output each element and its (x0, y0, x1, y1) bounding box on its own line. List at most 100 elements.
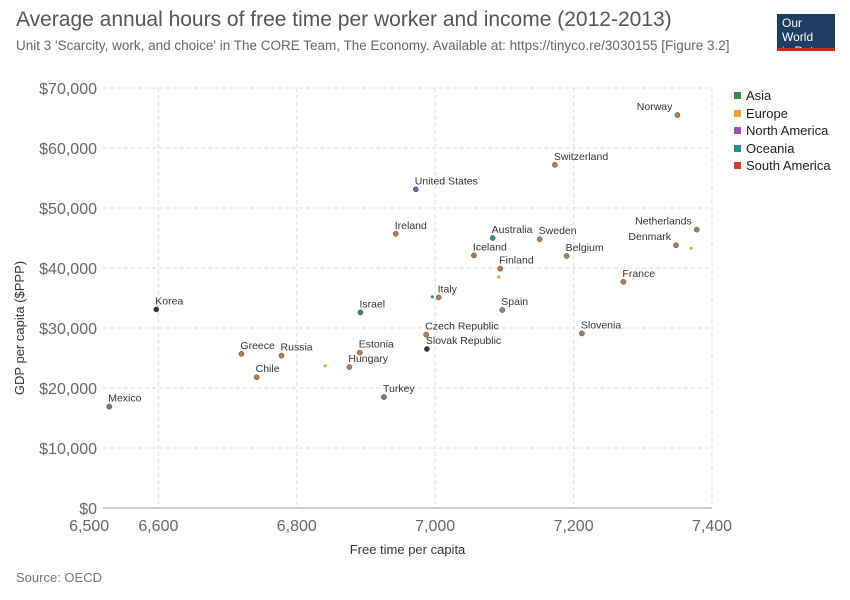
data-points: Norway Switzerland United States Netherland… (106, 101, 700, 410)
chart-subtitle: Unit 3 'Scarcity, work, and choice' in T… (16, 38, 730, 53)
y-tick-label: $40,000 (39, 261, 97, 278)
point-label: United States (415, 175, 478, 187)
legend-item[interactable]: South America (734, 157, 831, 175)
data-point[interactable] (563, 253, 570, 259)
legend: Asia Europe North America Oceania South Amer… (734, 87, 831, 175)
minor-data-point (323, 364, 327, 368)
y-tick-label: $70,000 (39, 81, 97, 98)
data-point[interactable] (423, 331, 430, 338)
data-point[interactable] (381, 394, 387, 400)
data-point[interactable] (238, 350, 245, 357)
x-tick-label: 7,200 (554, 518, 594, 535)
minor-data-point (497, 275, 501, 279)
data-point[interactable] (153, 306, 160, 313)
point-label: Sweden (539, 225, 577, 237)
source-note: Source: OECD (16, 570, 102, 585)
point-label: Estonia (359, 339, 394, 351)
x-tick-label: 7,400 (692, 518, 732, 535)
minor-data-point (430, 295, 435, 299)
chart-title: Average annual hours of free time per wo… (16, 8, 672, 31)
y-tick-label: $10,000 (39, 441, 97, 458)
point-label: Korea (155, 295, 183, 307)
legend-label: Europe (746, 105, 788, 121)
data-point[interactable] (471, 252, 477, 259)
point-label: Turkey (383, 383, 415, 395)
legend-item[interactable]: Europe (734, 105, 831, 123)
point-label: Netherlands (635, 216, 692, 228)
logo-line-2: in Data (782, 44, 821, 58)
y-tick-label: $20,000 (39, 381, 97, 398)
data-point[interactable] (106, 403, 113, 410)
point-label: Mexico (108, 393, 141, 405)
owid-logo[interactable]: Our World in Data (777, 14, 835, 58)
point-label: Italy (438, 283, 458, 295)
data-point[interactable] (253, 374, 260, 381)
data-point[interactable] (356, 349, 363, 356)
point-label: Finland (499, 255, 534, 267)
x-tick-label: 6,500 (69, 518, 109, 535)
point-label: Australia (492, 224, 533, 236)
point-label: Spain (501, 296, 528, 308)
legend-swatch (734, 144, 741, 152)
point-label: Belgium (566, 242, 604, 254)
x-axis-ticks: 6,500 6,600 6,800 7,000 7,200 7,400 (69, 518, 732, 535)
data-point[interactable] (278, 352, 285, 359)
data-point[interactable] (674, 112, 681, 118)
data-point[interactable] (552, 161, 558, 168)
data-point[interactable] (620, 278, 627, 285)
point-label: Chile (256, 363, 280, 375)
point-label: Israel (359, 298, 385, 310)
legend-swatch (734, 92, 741, 99)
minor-data-point (689, 246, 693, 250)
y-tick-label: $50,000 (39, 201, 97, 218)
data-point[interactable] (536, 236, 543, 243)
point-label: Russia (281, 342, 313, 354)
data-point[interactable] (357, 309, 364, 316)
data-point[interactable] (346, 364, 353, 370)
legend-item[interactable]: Oceania (734, 140, 831, 158)
point-label: Czech Republic (425, 321, 499, 333)
x-axis-label: Free time per capita (350, 542, 466, 557)
data-point[interactable] (392, 230, 399, 237)
point-label: Iceland (473, 241, 507, 253)
data-point[interactable] (497, 265, 504, 272)
y-axis-label: GDP per capita ($PPP) (12, 261, 27, 395)
legend-item[interactable]: North America (734, 122, 831, 140)
y-tick-label: $30,000 (39, 321, 97, 338)
x-tick-label: 6,600 (138, 518, 178, 535)
point-label: France (622, 268, 655, 280)
legend-label: South America (746, 158, 831, 173)
data-point[interactable] (673, 242, 679, 249)
legend-swatch (734, 162, 741, 169)
legend-label: Oceania (746, 140, 795, 156)
y-tick-label: $0 (79, 501, 97, 518)
y-axis-ticks: $0 $10,000 $20,000 $30,000 $40,000 $50,000 $60… (39, 81, 97, 518)
legend-swatch (734, 127, 741, 134)
legend-label: Asia (746, 88, 772, 103)
legend-item[interactable]: Asia (734, 87, 831, 105)
point-label: Slovak Republic (426, 335, 501, 347)
point-label: Ireland (395, 220, 427, 232)
data-point[interactable] (693, 226, 700, 233)
point-label: Norway (637, 101, 673, 113)
point-label: Slovenia (581, 319, 621, 331)
x-tick-label: 7,000 (415, 518, 455, 535)
x-tick-label: 6,800 (277, 518, 317, 535)
logo-accent-bar (777, 48, 835, 51)
legend-swatch (734, 109, 741, 117)
logo-line-1: Our World (782, 16, 814, 44)
point-label: Hungary (348, 353, 388, 365)
point-label: Denmark (628, 231, 671, 243)
grid-lines (103, 87, 713, 508)
y-tick-label: $60,000 (39, 141, 97, 158)
point-label: Switzerland (554, 151, 608, 163)
data-point[interactable] (499, 307, 506, 313)
point-label: Greece (240, 340, 275, 352)
data-point[interactable] (579, 330, 585, 337)
data-point[interactable] (489, 235, 496, 241)
data-point[interactable] (435, 294, 442, 301)
legend-label: North America (746, 123, 829, 138)
data-point[interactable] (412, 186, 419, 193)
data-point[interactable] (424, 346, 430, 352)
